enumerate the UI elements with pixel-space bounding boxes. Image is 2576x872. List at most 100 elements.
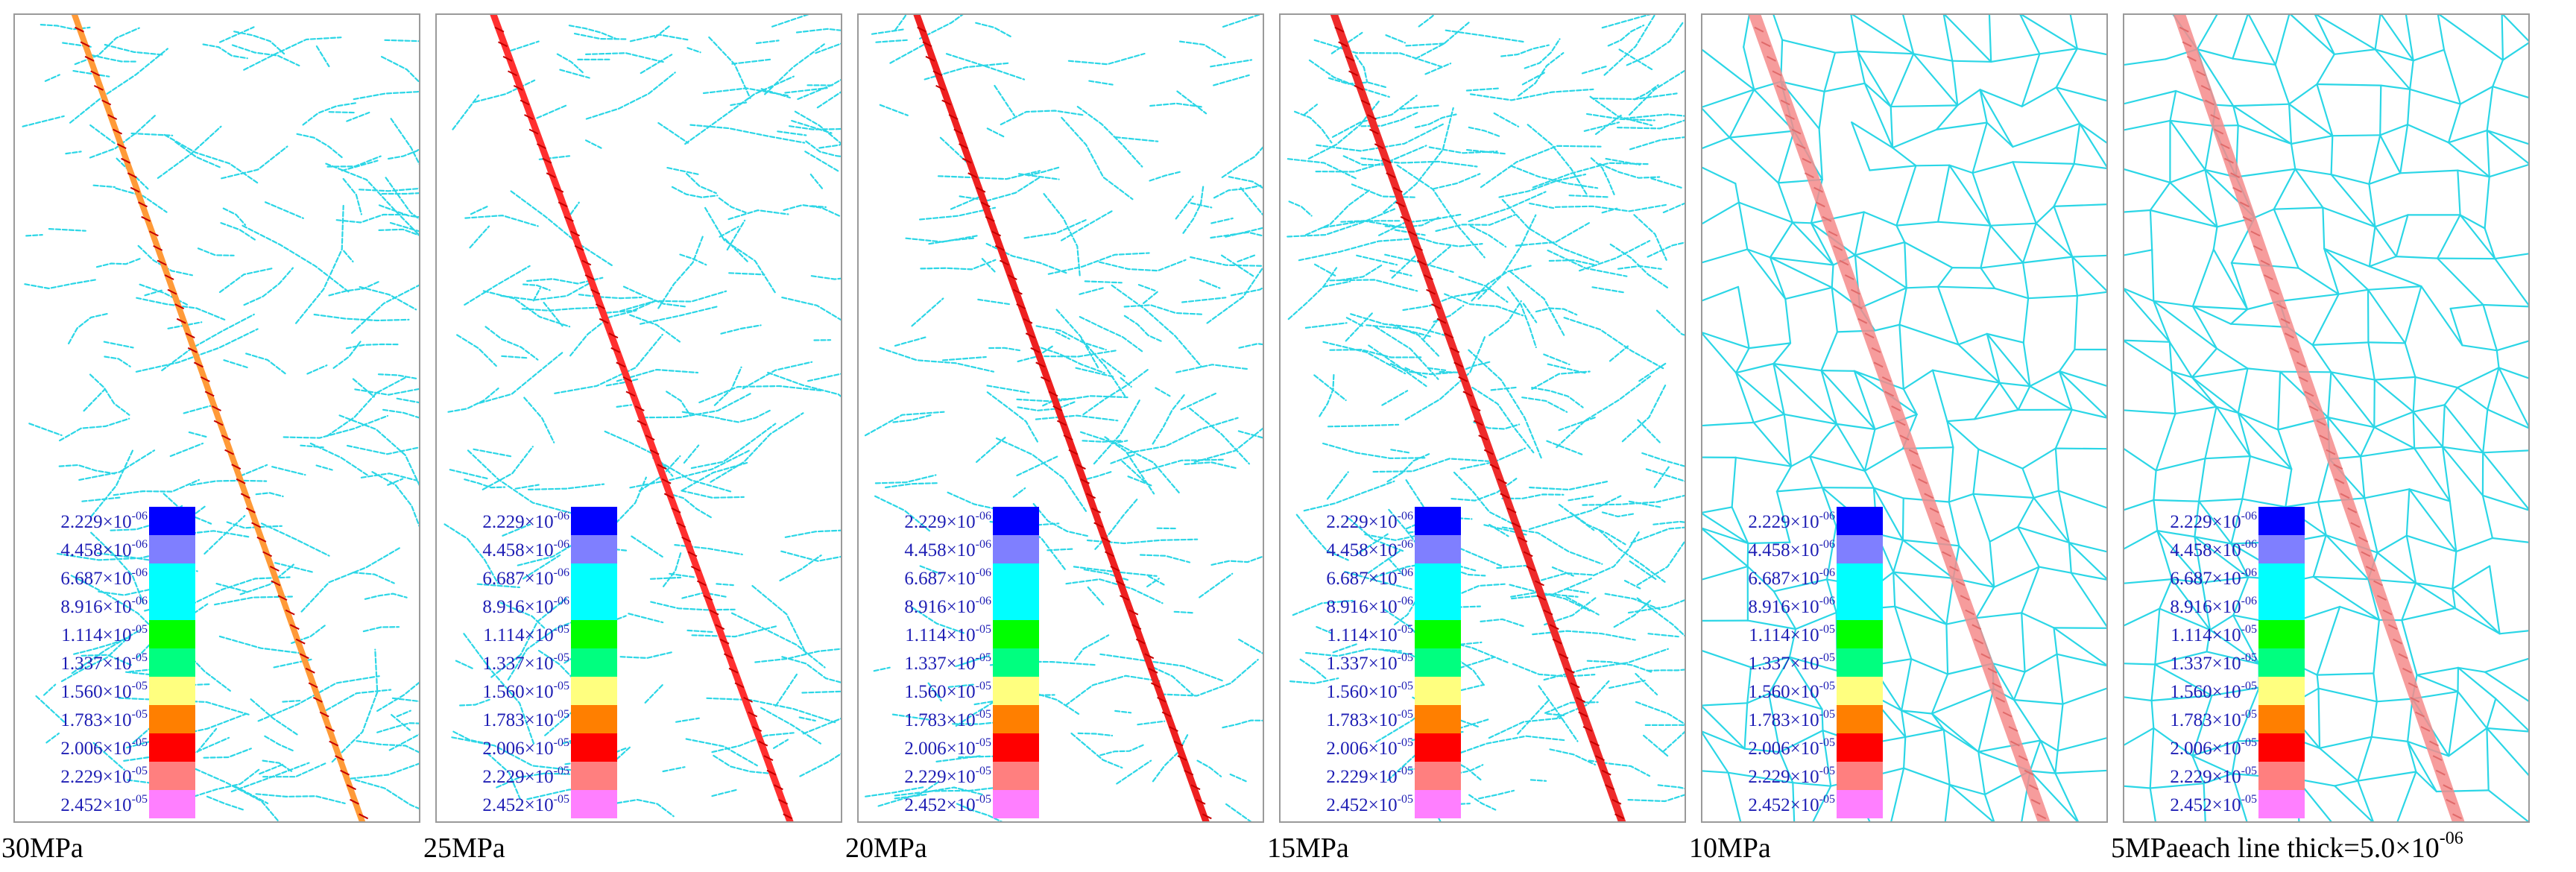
legend-exponent: -05 [1397, 792, 1413, 806]
legend-exponent: -06 [1397, 566, 1413, 579]
panel-30mpa: 2.229×10-06 4.458×10-06 6.687×10-06 8.916×1… [13, 13, 420, 823]
legend-color-swatch [1837, 762, 1883, 790]
legend-exponent: -05 [131, 651, 148, 664]
legend-row: 1.560×10-05 [866, 677, 1045, 705]
legend-row: 2.452×10-05 [866, 790, 1045, 818]
legend-row: 2.229×10-06 [22, 507, 201, 535]
legend-row: 2.229×10-06 [1288, 507, 1467, 535]
legend-mantissa: 6.687×10 [1748, 569, 1819, 589]
legend-mantissa: 1.783×10 [2170, 710, 2241, 730]
legend-color-swatch [1837, 592, 1883, 620]
legend-value-label: 4.458×10-06 [444, 535, 569, 563]
legend-mantissa: 1.560×10 [2170, 682, 2241, 702]
legend-mantissa: 1.783×10 [1748, 710, 1819, 730]
legend-mantissa: 1.114×10 [61, 625, 132, 645]
legend-value-label: 2.229×10-05 [2132, 762, 2257, 790]
legend-exponent: -05 [975, 622, 991, 636]
legend-mantissa: 1.114×10 [905, 625, 976, 645]
legend-color-swatch [1415, 677, 1461, 705]
legend-value-label: 8.916×10-06 [2132, 592, 2257, 620]
legend-exponent: -05 [975, 679, 991, 692]
legend-value-label: 1.337×10-05 [22, 648, 148, 677]
legend-row: 1.560×10-05 [1288, 677, 1467, 705]
legend-mantissa: 2.229×10 [2170, 767, 2241, 787]
legend-exponent: -06 [1819, 594, 1835, 607]
legend-row: 2.229×10-06 [1710, 507, 1889, 535]
legend-value-label: 1.337×10-05 [2132, 648, 2257, 677]
legend-value-label: 6.687×10-06 [1710, 563, 1835, 592]
legend-color-swatch [993, 790, 1039, 818]
legend-mantissa: 2.006×10 [1326, 739, 1398, 759]
legend-row: 4.458×10-06 [1710, 535, 1889, 563]
legend-color-swatch [2258, 620, 2305, 648]
fracture-network-plot [1287, 13, 1686, 823]
legend-row: 6.687×10-06 [1288, 563, 1467, 592]
legend-value-label: 6.687×10-06 [22, 563, 148, 592]
legend-value-label: 1.114×10-05 [866, 620, 991, 648]
legend-color-swatch [2258, 677, 2305, 705]
legend-value-label: 2.006×10-05 [1288, 733, 1413, 762]
legend-color-swatch [149, 648, 195, 677]
legend-color-swatch [993, 733, 1039, 762]
legend-row: 4.458×10-06 [22, 535, 201, 563]
legend-exponent: -06 [553, 509, 569, 522]
legend-row: 8.916×10-06 [22, 592, 201, 620]
legend-value-label: 2.229×10-06 [444, 507, 569, 535]
legend-exponent: -06 [975, 537, 991, 551]
legend-exponent: -06 [2241, 509, 2257, 522]
legend-row: 1.783×10-05 [1288, 705, 1467, 733]
legend-exponent: -05 [975, 736, 991, 749]
legend-color-swatch [1837, 733, 1883, 762]
legend-exponent: -06 [2241, 566, 2257, 579]
legend-value-label: 6.687×10-06 [866, 563, 991, 592]
legend-value-label: 2.229×10-06 [1710, 507, 1835, 535]
legend-color-swatch [1415, 733, 1461, 762]
legend-row: 1.337×10-05 [1288, 648, 1467, 677]
legend-value-label: 6.687×10-06 [444, 563, 569, 592]
legend-mantissa: 1.337×10 [482, 654, 554, 674]
legend-row: 8.916×10-06 [1288, 592, 1467, 620]
legend-mantissa: 1.783×10 [904, 710, 976, 730]
legend-row: 2.229×10-06 [444, 507, 623, 535]
legend-mantissa: 1.560×10 [1326, 682, 1398, 702]
legend-value-label: 2.006×10-05 [866, 733, 991, 762]
legend-color-swatch [1415, 507, 1461, 535]
legend-row: 6.687×10-06 [1710, 563, 1889, 592]
legend-exponent: -05 [553, 792, 569, 806]
legend-exponent: -06 [1397, 594, 1413, 607]
legend-exponent: -05 [553, 622, 569, 636]
legend-row: 2.452×10-05 [444, 790, 623, 818]
legend-mantissa: 1.337×10 [1326, 654, 1398, 674]
legend-exponent: -06 [553, 537, 569, 551]
legend-row: 1.783×10-05 [22, 705, 201, 733]
legend-exponent: -05 [2241, 792, 2257, 806]
fracture-network-plot [864, 13, 1264, 823]
legend-exponent: -06 [2241, 594, 2257, 607]
legend-color-swatch [2258, 507, 2305, 535]
legend-exponent: -05 [2241, 622, 2257, 636]
legend-row: 1.337×10-05 [22, 648, 201, 677]
legend-row: 1.783×10-05 [444, 705, 623, 733]
fracture-network [1287, 13, 1686, 823]
legend-exponent: -06 [553, 594, 569, 607]
legend-color-swatch [149, 733, 195, 762]
legend-row: 2.229×10-06 [2132, 507, 2311, 535]
legend-value-label: 2.452×10-05 [2132, 790, 2257, 818]
legend-color-swatch [1837, 648, 1883, 677]
legend-color-swatch [149, 762, 195, 790]
legend-mantissa: 1.337×10 [2170, 654, 2241, 674]
legend-value-label: 1.337×10-05 [1288, 648, 1413, 677]
legend-row: 2.006×10-05 [2132, 733, 2311, 762]
legend-row: 1.783×10-05 [1710, 705, 1889, 733]
legend-value-label: 2.229×10-05 [866, 762, 991, 790]
legend-row: 1.114×10-05 [22, 620, 201, 648]
legend-exponent: -05 [1397, 707, 1413, 721]
legend-mantissa: 2.229×10 [904, 512, 976, 532]
legend-value-label: 1.337×10-05 [444, 648, 569, 677]
legend-color-swatch [571, 790, 617, 818]
legend-color-swatch [1837, 620, 1883, 648]
legend-mantissa: 2.229×10 [1748, 512, 1819, 532]
legend-mantissa: 2.006×10 [904, 739, 976, 759]
legend-value-label: 2.006×10-05 [2132, 733, 2257, 762]
shear-band [71, 13, 369, 823]
